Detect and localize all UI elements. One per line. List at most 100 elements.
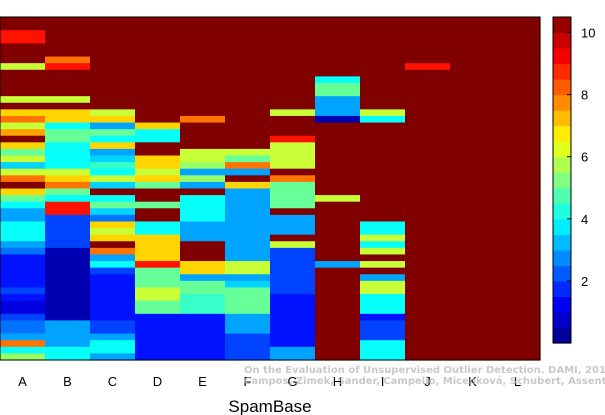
heat-cell xyxy=(360,43,406,51)
heat-cell xyxy=(315,340,361,348)
heat-cell xyxy=(90,353,136,361)
heat-cell xyxy=(495,109,541,117)
heat-cell xyxy=(360,353,406,361)
heat-cell xyxy=(45,109,91,117)
heat-cell xyxy=(315,333,361,341)
heat-cell xyxy=(315,181,361,190)
heat-cell xyxy=(0,49,46,58)
heat-cell xyxy=(450,346,496,355)
heat-cell xyxy=(90,287,136,295)
heat-cell xyxy=(495,148,541,157)
heat-cell xyxy=(180,221,226,229)
heat-cell xyxy=(135,234,181,242)
heat-cell xyxy=(360,241,406,249)
heat-cell xyxy=(225,188,271,196)
heat-cell xyxy=(405,214,451,223)
heat-cell xyxy=(90,247,136,256)
heat-cell xyxy=(270,294,316,302)
colorbar-segment xyxy=(553,125,571,142)
heat-cell xyxy=(450,353,496,361)
heat-cell xyxy=(0,195,46,203)
heat-cell xyxy=(405,43,451,51)
colorbar-segment xyxy=(553,172,571,189)
heat-cell xyxy=(45,261,91,269)
heat-cell xyxy=(90,168,136,176)
heat-cell xyxy=(315,274,361,282)
heat-cell xyxy=(225,30,271,38)
heat-cell xyxy=(225,247,271,256)
heat-cell xyxy=(45,115,91,124)
heat-cell xyxy=(450,267,496,275)
heat-cell xyxy=(180,23,226,31)
heat-cell xyxy=(270,155,316,163)
heat-cell xyxy=(315,168,361,176)
heat-cell xyxy=(180,267,226,275)
heat-cell xyxy=(45,208,91,216)
colorbar-segment xyxy=(553,327,571,344)
heat-cell xyxy=(270,241,316,249)
heat-cell xyxy=(270,102,316,110)
heat-cell xyxy=(90,201,136,209)
heat-cell xyxy=(315,294,361,302)
heat-cell xyxy=(180,346,226,355)
heat-cell xyxy=(135,340,181,348)
x-tick-labels: A B C D E F G H I J K L xyxy=(18,374,521,389)
heat-cell xyxy=(0,122,46,130)
heat-cell xyxy=(450,340,496,348)
heat-cell xyxy=(225,287,271,295)
heat-cell xyxy=(495,254,541,262)
heat-cell xyxy=(180,287,226,295)
heat-cell xyxy=(90,313,136,322)
heat-cell xyxy=(90,135,136,143)
heat-cell xyxy=(405,274,451,282)
heat-cell xyxy=(450,287,496,295)
heat-cell xyxy=(495,23,541,31)
heat-cell xyxy=(0,333,46,341)
heat-cell xyxy=(45,221,91,229)
heat-cell xyxy=(270,49,316,58)
heat-cell xyxy=(450,327,496,335)
heat-cell xyxy=(180,17,226,25)
heat-cell xyxy=(135,181,181,190)
heat-cell xyxy=(225,234,271,242)
heat-cell xyxy=(315,155,361,163)
heat-cell xyxy=(360,307,406,315)
heat-cell xyxy=(90,89,136,97)
heat-cell xyxy=(405,320,451,328)
heat-cell xyxy=(360,115,406,124)
heat-cell xyxy=(45,17,91,25)
heat-cell xyxy=(270,333,316,341)
heat-cell xyxy=(270,142,316,150)
heat-cell xyxy=(270,214,316,223)
heat-cell xyxy=(0,115,46,124)
heat-cell xyxy=(270,346,316,355)
heat-cell xyxy=(225,63,271,71)
heat-cell xyxy=(450,63,496,71)
heat-cell xyxy=(45,82,91,91)
heat-cell xyxy=(315,287,361,295)
heat-cell xyxy=(450,96,496,104)
heat-cell xyxy=(0,300,46,308)
heat-cell xyxy=(135,122,181,130)
heat-cell xyxy=(135,320,181,328)
heat-cell xyxy=(135,82,181,91)
heat-cell xyxy=(45,333,91,341)
heat-cell xyxy=(90,214,136,223)
heat-cell xyxy=(270,175,316,183)
heat-cell xyxy=(180,36,226,44)
x-tick-label: K xyxy=(468,374,477,389)
heat-cell xyxy=(495,115,541,124)
heat-cell xyxy=(45,162,91,170)
heat-cell xyxy=(450,17,496,25)
heat-cell xyxy=(495,175,541,183)
heat-cell xyxy=(180,333,226,341)
heat-cell xyxy=(405,247,451,256)
heat-cell xyxy=(180,195,226,203)
heat-cell xyxy=(180,327,226,335)
heat-cell xyxy=(495,228,541,236)
colorbar-segment xyxy=(553,234,571,251)
heat-cell xyxy=(450,168,496,176)
heat-cell xyxy=(360,346,406,355)
heat-cell xyxy=(270,135,316,143)
heat-cell xyxy=(405,254,451,262)
